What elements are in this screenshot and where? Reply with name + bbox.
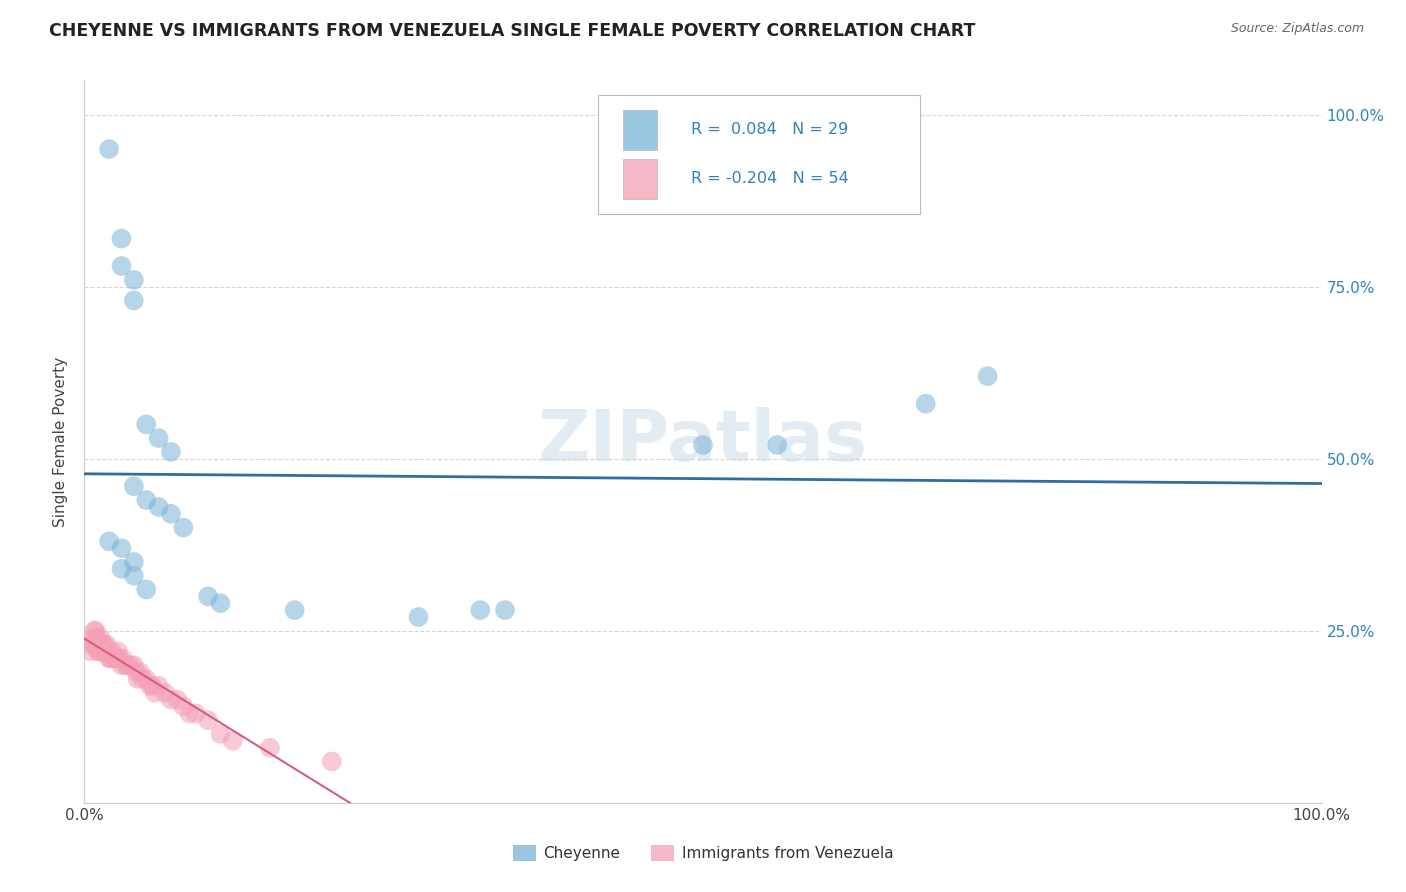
Point: [89, 631, 111, 645]
Point: [184, 706, 207, 721]
Point: [197, 590, 219, 604]
Text: R =  0.084   N = 29: R = 0.084 N = 29: [690, 122, 848, 137]
Text: Source: ZipAtlas.com: Source: ZipAtlas.com: [1230, 22, 1364, 36]
Point: [90, 638, 112, 652]
Point: [209, 727, 232, 741]
Point: [89, 638, 111, 652]
Point: [160, 507, 183, 521]
Point: [117, 658, 139, 673]
Point: [108, 651, 131, 665]
Point: [91, 644, 114, 658]
Point: [122, 568, 145, 582]
Point: [110, 541, 132, 556]
Text: CHEYENNE VS IMMIGRANTS FROM VENEZUELA SINGLE FEMALE POVERTY CORRELATION CHART: CHEYENNE VS IMMIGRANTS FROM VENEZUELA SI…: [49, 22, 976, 40]
Point: [135, 493, 157, 508]
Point: [172, 699, 194, 714]
Point: [470, 603, 492, 617]
Point: [96, 638, 118, 652]
Point: [97, 644, 120, 658]
Point: [284, 603, 307, 617]
Point: [135, 417, 157, 432]
Point: [321, 755, 343, 769]
Point: [96, 644, 118, 658]
Point: [82, 638, 104, 652]
Text: R = -0.204   N = 54: R = -0.204 N = 54: [690, 171, 848, 186]
Point: [94, 644, 117, 658]
Point: [122, 273, 145, 287]
Point: [166, 692, 188, 706]
FancyBboxPatch shape: [598, 95, 920, 214]
Point: [148, 679, 170, 693]
Point: [83, 624, 105, 638]
Point: [209, 596, 232, 610]
Point: [84, 624, 107, 638]
Point: [98, 651, 121, 665]
Point: [179, 706, 201, 721]
FancyBboxPatch shape: [623, 110, 657, 150]
Point: [148, 500, 170, 514]
Point: [259, 740, 281, 755]
Point: [197, 713, 219, 727]
Point: [100, 644, 122, 658]
Point: [104, 651, 127, 665]
Point: [98, 651, 121, 665]
Point: [107, 644, 129, 658]
FancyBboxPatch shape: [623, 159, 657, 199]
Point: [86, 638, 108, 652]
Point: [86, 631, 108, 645]
Point: [98, 534, 121, 549]
Point: [131, 672, 153, 686]
Point: [91, 644, 114, 658]
Point: [101, 651, 124, 665]
Point: [129, 665, 152, 679]
Point: [93, 638, 115, 652]
Y-axis label: Single Female Poverty: Single Female Poverty: [53, 357, 69, 526]
Point: [135, 582, 157, 597]
Point: [110, 259, 132, 273]
Point: [172, 520, 194, 534]
Point: [122, 479, 145, 493]
Point: [122, 293, 145, 308]
Point: [976, 369, 998, 384]
Point: [87, 644, 110, 658]
Point: [122, 658, 145, 673]
Point: [766, 438, 789, 452]
Point: [914, 397, 936, 411]
Point: [494, 603, 516, 617]
Point: [110, 562, 132, 576]
Point: [148, 431, 170, 445]
Point: [89, 644, 111, 658]
Point: [79, 644, 101, 658]
Point: [122, 555, 145, 569]
Point: [143, 686, 166, 700]
Point: [98, 142, 121, 156]
Text: ZIPatlas: ZIPatlas: [538, 407, 868, 476]
Point: [153, 686, 176, 700]
Point: [127, 672, 149, 686]
Point: [160, 445, 183, 459]
Point: [80, 638, 103, 652]
Legend: Cheyenne, Immigrants from Venezuela: Cheyenne, Immigrants from Venezuela: [506, 839, 900, 867]
Point: [139, 679, 162, 693]
Point: [222, 734, 245, 748]
Point: [141, 679, 163, 693]
Point: [83, 631, 105, 645]
Point: [160, 692, 183, 706]
Point: [110, 231, 132, 245]
Point: [105, 651, 128, 665]
Point: [111, 651, 134, 665]
Point: [110, 658, 132, 673]
Point: [692, 438, 714, 452]
Point: [125, 665, 148, 679]
Point: [114, 658, 136, 673]
Point: [135, 672, 157, 686]
Point: [120, 658, 142, 673]
Point: [408, 610, 430, 624]
